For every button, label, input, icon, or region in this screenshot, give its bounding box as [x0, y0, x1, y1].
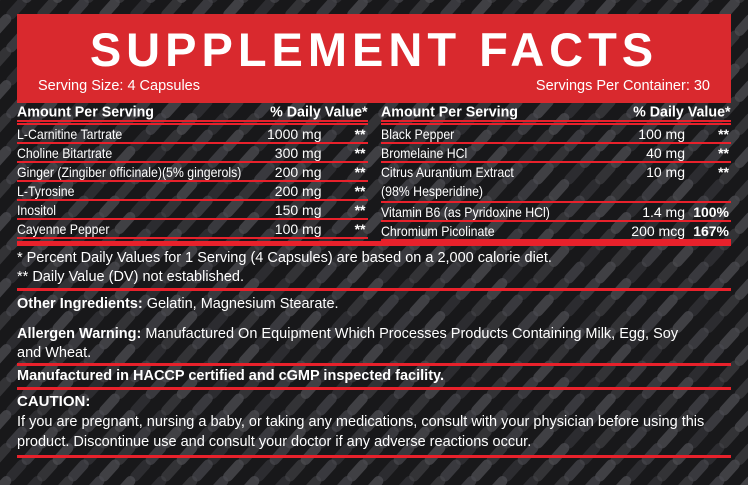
- allergen-warning-value: Manufactured On Equipment Which Processe…: [17, 326, 679, 361]
- caution-text: If you are pregnant, nursing a baby, or …: [17, 414, 705, 450]
- other-ingredients-text: Other Ingredients: Gelatin, Magnesium St…: [17, 295, 731, 314]
- ingredient-amount: 1.4 mg: [642, 203, 685, 220]
- ingredient-amount: 1000 mg: [267, 125, 322, 142]
- table-row: Ginger (Zingiber officinale)(5% gingerol…: [17, 163, 368, 182]
- ingredient-daily-value: **: [354, 182, 366, 199]
- right-rows-container: Black Pepper 100 mg ** Bromelaine HCl 40 mg *…: [380, 125, 731, 241]
- table-row: Black Pepper 100 mg **: [380, 125, 731, 144]
- daily-value-header: % Daily Value*: [270, 103, 368, 120]
- ingredients-allergen-section: Other Ingredients: Gelatin, Magnesium St…: [17, 291, 731, 366]
- ingredient-daily-value: **: [718, 144, 729, 161]
- facts-column-right: Amount Per Serving % Daily Value* Black …: [380, 103, 732, 241]
- ingredient-daily-value: **: [718, 125, 729, 142]
- facts-column-left: Amount Per Serving % Daily Value* L-Carn…: [17, 103, 368, 241]
- serving-size-text: Serving Size: 4 Capsules: [38, 78, 200, 94]
- amount-per-serving-header: Amount Per Serving: [380, 103, 518, 120]
- other-ingredients-value: Gelatin, Magnesium Stearate.: [142, 296, 339, 312]
- ingredient-daily-value: **: [718, 164, 729, 180]
- ingredient-name: Bromelaine HCl: [380, 144, 467, 161]
- ingredient-amount: 100 mg: [638, 125, 685, 142]
- ingredient-name: Cayenne Pepper: [17, 220, 110, 237]
- table-row: Choline Bitartrate 300 mg **: [17, 144, 368, 163]
- spacer: [17, 314, 731, 325]
- ingredient-daily-value: 167%: [693, 222, 729, 239]
- serving-info-row: Serving Size: 4 Capsules Servings Per Co…: [17, 78, 731, 103]
- ingredient-name: Citrus Aurantium Extract (98% Hesperidine…: [380, 164, 514, 199]
- ingredient-name: L-Carnitine Tartrate: [17, 125, 123, 142]
- amount-per-serving-header: Amount Per Serving: [17, 103, 154, 120]
- table-row: Cayenne Pepper 100 mg **: [17, 220, 368, 239]
- table-row: Chromium Picolinate 200 mcg 167%: [380, 222, 731, 241]
- facts-title: SUPPLEMENT FACTS: [89, 23, 659, 76]
- ingredient-daily-value: **: [354, 144, 366, 161]
- allergen-warning-text: Allergen Warning: Manufactured On Equipm…: [17, 325, 697, 363]
- ingredient-name: Black Pepper: [380, 125, 454, 142]
- manufactured-text: Manufactured in HACCP certified and cGMP…: [17, 368, 445, 384]
- ingredient-amount: 200 mcg: [631, 222, 685, 239]
- ingredient-amount: 300 mg: [274, 144, 322, 161]
- left-rows-container: L-Carnitine Tartrate 1000 mg ** Choline Bit…: [17, 125, 368, 239]
- ingredient-daily-value: **: [354, 201, 366, 218]
- ingredient-name: Vitamin B6 (as Pyridoxine HCl): [380, 203, 550, 220]
- table-row: Bromelaine HCl 40 mg **: [380, 144, 731, 163]
- ingredient-amount: 200 mg: [274, 182, 322, 199]
- caution-section: CAUTION: If you are pregnant, nursing a …: [17, 390, 731, 458]
- ingredient-name: Chromium Picolinate: [380, 222, 495, 239]
- facts-table: Amount Per Serving % Daily Value* L-Carn…: [17, 103, 731, 246]
- facts-header-banner: SUPPLEMENT FACTS Serving Size: 4 Capsule…: [17, 14, 731, 103]
- ingredient-amount: 150 mg: [274, 201, 322, 218]
- caution-heading: CAUTION:: [17, 393, 91, 410]
- ingredient-name: Choline Bitartrate: [17, 144, 113, 161]
- table-row: L-Carnitine Tartrate 1000 mg **: [17, 125, 368, 144]
- header-divider: [17, 120, 368, 125]
- table-row: Inositol 150 mg **: [17, 201, 368, 220]
- ingredient-daily-value: 100%: [693, 203, 729, 220]
- table-row: L-Tyrosine 200 mg **: [17, 182, 368, 201]
- header-divider: [380, 120, 731, 125]
- ingredient-daily-value: **: [354, 125, 366, 142]
- ingredient-amount: 40 mg: [646, 144, 685, 161]
- ingredient-daily-value: **: [354, 220, 366, 237]
- footnote-daily-values: * Percent Daily Values for 1 Serving (4 …: [17, 250, 552, 266]
- daily-value-footnotes: * Percent Daily Values for 1 Serving (4 …: [17, 246, 731, 291]
- manufactured-section: Manufactured in HACCP certified and cGMP…: [17, 366, 731, 390]
- ingredient-amount: 10 mg: [646, 164, 685, 180]
- ingredient-daily-value: **: [354, 163, 366, 180]
- ingredient-name: Inositol: [17, 201, 57, 218]
- footnote-dv-not-established: ** Daily Value (DV) not established.: [17, 269, 245, 285]
- table-header-row: Amount Per Serving % Daily Value*: [17, 103, 368, 120]
- table-row: Citrus Aurantium Extract (98% Hesperidine…: [380, 163, 731, 203]
- ingredient-name: Ginger (Zingiber officinale)(5% gingerol…: [17, 163, 242, 180]
- allergen-warning-label: Allergen Warning:: [17, 326, 142, 342]
- servings-per-container-text: Servings Per Container: 30: [535, 78, 710, 94]
- table-row: Vitamin B6 (as Pyridoxine HCl) 1.4 mg 100%: [380, 203, 731, 222]
- other-ingredients-label: Other Ingredients:: [17, 296, 143, 312]
- ingredient-name: L-Tyrosine: [17, 182, 75, 199]
- ingredient-amount: 200 mg: [274, 163, 322, 180]
- daily-value-header: % Daily Value*: [633, 103, 731, 120]
- table-header-row: Amount Per Serving % Daily Value*: [381, 103, 732, 120]
- ingredient-amount: 100 mg: [274, 220, 322, 237]
